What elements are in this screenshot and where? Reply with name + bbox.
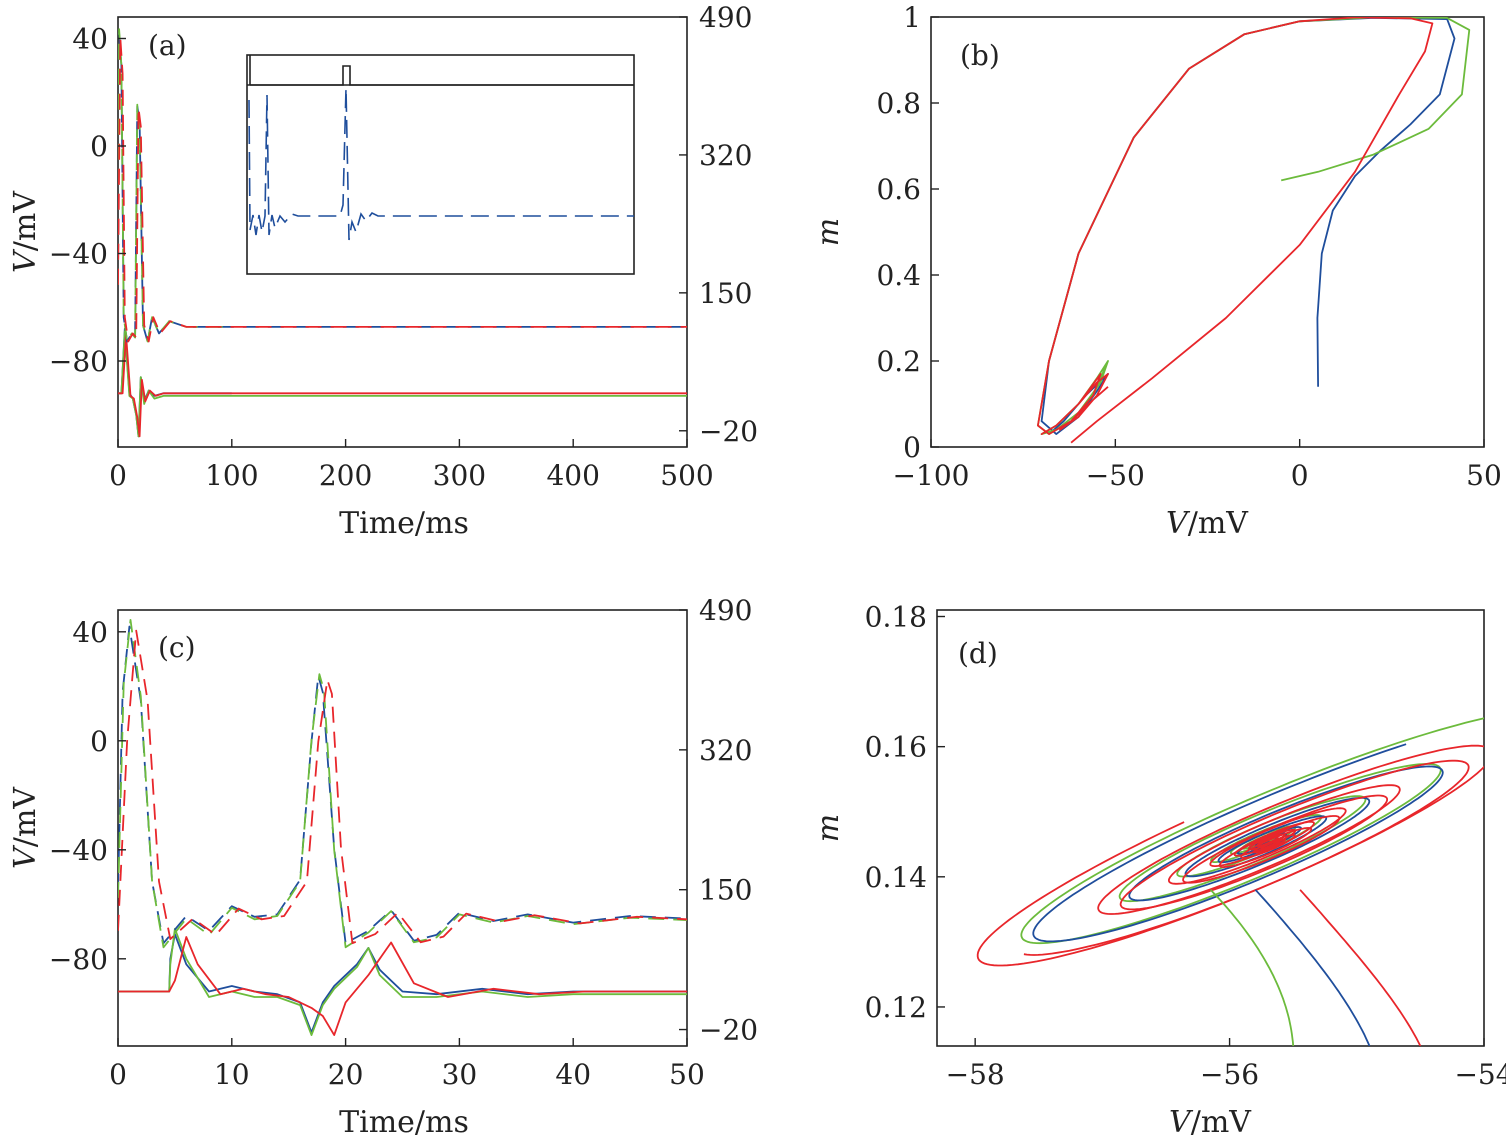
y-tick-label-a: −40 xyxy=(49,238,108,271)
x-axis-label-a: Time/ms xyxy=(339,506,469,541)
y-tick-label-b: 0.4 xyxy=(876,259,921,292)
y-axis-label-c: V/mV xyxy=(8,786,43,869)
panel-c: (c) xyxy=(117,609,688,1047)
inset-frame xyxy=(246,54,635,275)
y-axis-label-b: m xyxy=(811,218,846,246)
series-a-green-dashed xyxy=(118,28,232,343)
y-tick-label-d: 0.18 xyxy=(865,601,927,634)
x-tick-label-c: 50 xyxy=(669,1058,705,1091)
panel-d-frame xyxy=(936,609,1485,1047)
y-tick-label-b: 0.6 xyxy=(876,173,921,206)
x-axis-label-d: V/mV xyxy=(1169,1105,1252,1140)
x-tick-label-d: −56 xyxy=(1200,1058,1259,1091)
x-tick-label-a: 300 xyxy=(433,459,486,492)
y-tick-label-b: 0.2 xyxy=(876,345,921,378)
y-tick-label-a: 0 xyxy=(90,130,108,163)
y-tick-label-c: −80 xyxy=(49,943,108,976)
x-tick-label-c: 10 xyxy=(214,1058,250,1091)
y2-tick-label-a: 150 xyxy=(699,277,752,310)
y2-tick-label-a: 320 xyxy=(699,139,752,172)
axes-text: 0 100 200 300 400 500−80−40040−20150320490Tim… xyxy=(8,1,1506,1140)
x-tick-label-b: −100 xyxy=(893,459,970,492)
series-d-red-branch xyxy=(1299,889,1422,1046)
series-c-blue-solid xyxy=(118,933,687,1034)
y2-tick-label-a: 490 xyxy=(699,1,752,34)
panel-a: (a) xyxy=(117,16,688,448)
x-tick-label-c: 30 xyxy=(442,1058,478,1091)
y-axis-label-a: V/mV xyxy=(8,190,43,273)
inset-response-trace xyxy=(248,87,634,241)
y-tick-label-b: 0 xyxy=(903,431,921,464)
y-tick-label-c: 40 xyxy=(72,616,108,649)
x-tick-label-d: −54 xyxy=(1454,1058,1506,1091)
series-b-red-solid xyxy=(1037,17,1434,444)
y2-tick-label-c: 490 xyxy=(699,594,752,627)
panel-label-c: (c) xyxy=(158,631,196,664)
panel-d: (d) xyxy=(936,609,1485,1047)
series-d-red-spiral xyxy=(976,744,1484,967)
y-tick-label-d: 0.16 xyxy=(865,731,927,764)
y2-tick-label-c: 150 xyxy=(699,874,752,907)
x-tick-label-b: 50 xyxy=(1466,459,1502,492)
y2-tick-label-c: −20 xyxy=(699,1014,758,1047)
panel-a-inset xyxy=(246,54,635,275)
x-tick-label-a: 0 xyxy=(109,459,127,492)
y-tick-label-c: 0 xyxy=(90,725,108,758)
x-tick-label-a: 100 xyxy=(205,459,258,492)
panel-b-series xyxy=(1037,17,1471,444)
x-tick-label-c: 20 xyxy=(328,1058,364,1091)
series-c-red-solid xyxy=(118,936,687,1036)
panel-label-b: (b) xyxy=(960,39,1000,72)
series-a-blue-solid xyxy=(118,327,232,438)
panel-a-series xyxy=(118,28,687,438)
series-d-blue-branch xyxy=(1254,889,1371,1046)
series-a-green-solid xyxy=(118,330,687,438)
y-axis-label-d: m xyxy=(811,814,846,842)
y-tick-label-c: −40 xyxy=(49,834,108,867)
inset-stimulus-trace xyxy=(249,55,634,86)
panel-b-frame xyxy=(930,16,1485,448)
x-tick-label-b: 0 xyxy=(1291,459,1309,492)
series-d-green-branch xyxy=(1209,889,1295,1046)
y-tick-label-a: 40 xyxy=(72,23,108,56)
y-tick-label-a: −80 xyxy=(49,345,108,378)
series-c-blue-dashed xyxy=(118,625,687,945)
y2-tick-label-c: 320 xyxy=(699,734,752,767)
x-tick-label-a: 400 xyxy=(546,459,599,492)
series-b-green-solid xyxy=(1037,17,1471,436)
x-axis-label-c: Time/ms xyxy=(339,1105,469,1140)
panel-label-d: (d) xyxy=(958,637,998,670)
y-tick-label-b: 0.8 xyxy=(876,87,921,120)
series-d-green-spiral xyxy=(1020,717,1484,945)
series-a-red-dashed xyxy=(118,36,687,343)
x-tick-label-c: 0 xyxy=(109,1058,127,1091)
x-tick-label-a: 500 xyxy=(660,459,713,492)
y2-tick-label-a: −20 xyxy=(699,415,758,448)
x-tick-label-b: −50 xyxy=(1086,459,1145,492)
panel-c-frame xyxy=(117,609,688,1047)
panel-b: (b) xyxy=(930,16,1485,448)
panel-d-series xyxy=(976,717,1484,1046)
series-c-green-solid xyxy=(118,927,687,1036)
y-tick-label-d: 0.14 xyxy=(865,861,927,894)
y-tick-label-b: 1 xyxy=(903,1,921,34)
x-tick-label-a: 200 xyxy=(319,459,372,492)
series-a-red-solid xyxy=(118,333,687,438)
series-c-red-dashed xyxy=(118,629,687,945)
series-d-red-spiral xyxy=(1023,759,1470,956)
x-axis-label-b: V/mV xyxy=(1166,506,1249,541)
panel-c-series xyxy=(118,619,687,1036)
series-c-green-dashed xyxy=(118,619,687,949)
x-tick-label-c: 40 xyxy=(555,1058,591,1091)
x-tick-label-d: −58 xyxy=(946,1058,1005,1091)
panel-label-a: (a) xyxy=(148,29,187,62)
y-tick-label-d: 0.12 xyxy=(865,991,927,1024)
